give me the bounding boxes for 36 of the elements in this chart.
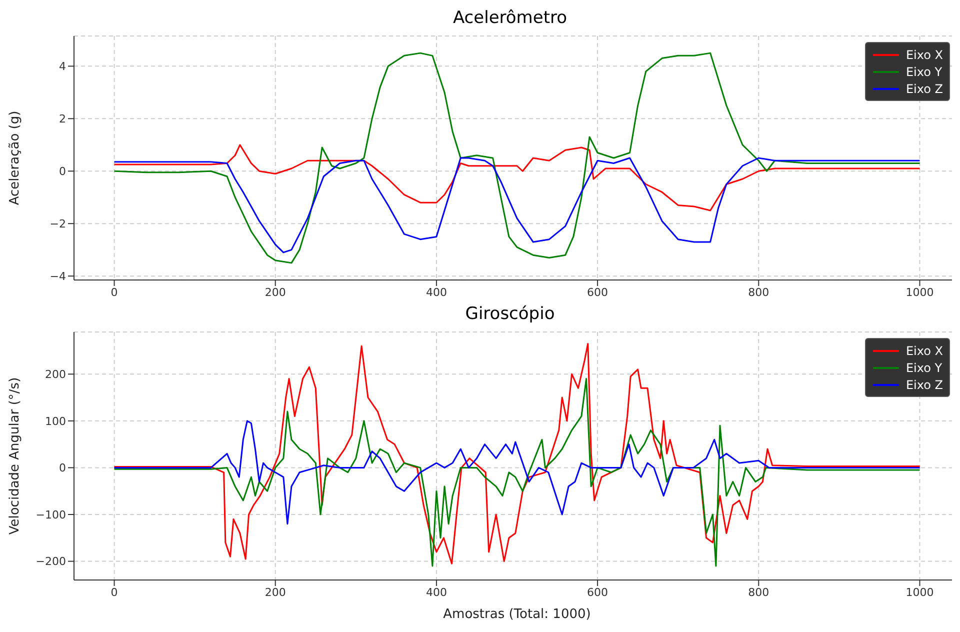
- x-tick-label: 1000: [906, 286, 934, 299]
- y-tick-label: −4: [50, 270, 66, 283]
- x-tick-label: 400: [426, 586, 447, 599]
- y-axis-title: Aceleração (g): [8, 110, 23, 206]
- x-tick-label: 1000: [906, 586, 934, 599]
- y-tick-label: 2: [59, 112, 66, 126]
- line-series: [114, 420, 920, 525]
- y-axis-title: Velocidade Angular (°/s): [8, 377, 23, 535]
- legend-label: Eixo X: [906, 48, 943, 62]
- x-axis-title: Amostras (Total: 1000): [443, 607, 591, 622]
- y-tick-label: 100: [45, 414, 66, 428]
- x-tick-label: 200: [264, 286, 286, 299]
- x-tick-label: 400: [426, 286, 447, 299]
- y-tick-label: −2: [50, 217, 66, 230]
- legend-label: Eixo Z: [906, 378, 943, 392]
- chart-title: Acelerômetro: [452, 8, 568, 30]
- x-tick-label: 200: [264, 586, 286, 599]
- line-series: [114, 157, 920, 254]
- x-tick-label: 600: [587, 586, 608, 599]
- y-tick-label: 0: [59, 165, 66, 178]
- legend-label: Eixo X: [906, 344, 943, 358]
- y-tick-label: 0: [59, 462, 66, 475]
- x-tick-label: 0: [110, 286, 118, 299]
- x-tick-label: 0: [110, 586, 118, 599]
- y-tick-label: 200: [45, 368, 66, 382]
- x-tick-label: 800: [748, 586, 770, 599]
- y-tick-label: −100: [36, 508, 66, 522]
- legend-label: Eixo Y: [906, 360, 942, 374]
- legend-label: Eixo Y: [906, 64, 942, 78]
- chart-title: Giroscópio: [464, 304, 556, 326]
- x-tick-label: 800: [748, 286, 770, 299]
- x-tick-label: 600: [587, 286, 608, 299]
- y-tick-label: −200: [36, 555, 66, 568]
- line-series: [114, 144, 920, 212]
- legend-label: Eixo Z: [906, 82, 943, 96]
- y-tick-label: 4: [59, 60, 66, 74]
